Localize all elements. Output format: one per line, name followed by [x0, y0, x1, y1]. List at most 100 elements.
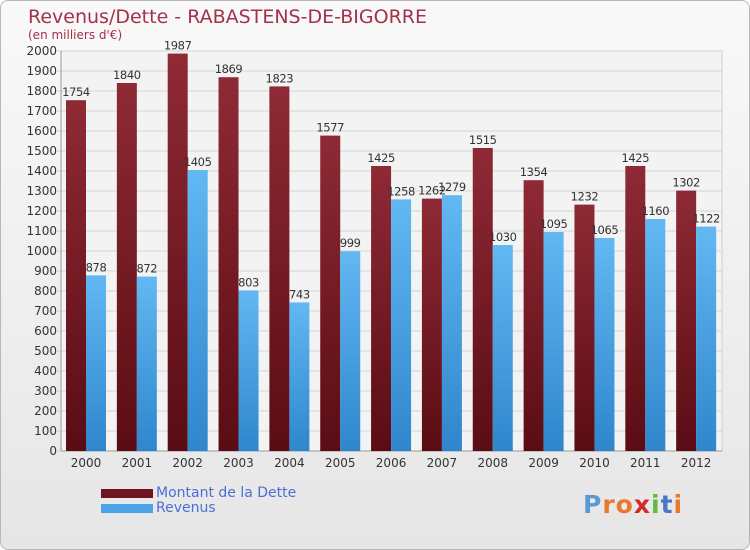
data-label-revenus: 1279 — [438, 180, 466, 194]
bar-dette — [218, 77, 239, 451]
bar-dette — [320, 135, 341, 451]
y-tick-label: 900 — [34, 264, 57, 278]
y-tick-label: 0 — [49, 444, 57, 458]
chart-subtitle: (en milliers d'€) — [28, 28, 123, 42]
legend-item-dette: Montant de la Dette — [101, 486, 296, 501]
data-label-revenus: 743 — [289, 287, 310, 301]
x-tick-label: 2004 — [274, 456, 305, 470]
logo-letter: o — [615, 490, 634, 519]
proxiti-logo: Proxiti — [583, 490, 683, 519]
data-label-dette: 1232 — [571, 190, 599, 204]
data-label-revenus: 999 — [340, 236, 361, 250]
y-tick-label: 1800 — [26, 84, 57, 98]
data-label-dette: 1840 — [113, 68, 141, 82]
data-label-dette: 1515 — [469, 133, 497, 147]
y-tick-label: 1200 — [26, 204, 57, 218]
bar-dette — [676, 190, 697, 451]
data-label-dette: 1987 — [164, 39, 192, 53]
logo-letter: i — [673, 490, 684, 519]
data-label-dette: 1577 — [316, 121, 344, 135]
bar-dette — [421, 198, 442, 451]
bar-dette — [371, 166, 392, 451]
y-tick-label: 2000 — [26, 44, 57, 58]
bar-dette — [116, 83, 137, 451]
bar-dette — [574, 204, 595, 451]
data-label-revenus: 1258 — [387, 184, 415, 198]
x-tick-label: 2001 — [122, 456, 153, 470]
data-label-revenus: 803 — [238, 275, 259, 289]
bar-revenus — [391, 199, 412, 451]
y-tick-label: 1700 — [26, 104, 57, 118]
y-tick-label: 200 — [34, 404, 57, 418]
x-tick-label: 2008 — [477, 456, 508, 470]
data-label-revenus: 1095 — [540, 217, 568, 231]
x-tick-label: 2009 — [528, 456, 559, 470]
y-tick-label: 1000 — [26, 244, 57, 258]
legend-label-revenus: Revenus — [156, 500, 216, 516]
data-label-revenus: 1160 — [641, 204, 669, 218]
data-label-revenus: 1065 — [591, 223, 619, 237]
logo-letter: x — [633, 490, 651, 519]
bar-revenus — [492, 245, 513, 451]
data-label-revenus: 872 — [136, 262, 157, 276]
y-tick-label: 600 — [34, 324, 57, 338]
x-tick-label: 2007 — [427, 456, 458, 470]
data-label-dette: 1425 — [367, 151, 395, 165]
y-tick-label: 400 — [34, 364, 57, 378]
bar-dette — [472, 148, 493, 451]
logo-letter: t — [660, 490, 674, 519]
legend-swatch-revenus — [101, 504, 153, 513]
data-label-revenus: 1405 — [184, 155, 212, 169]
logo-letter: i — [651, 490, 661, 519]
y-tick-label: 1500 — [26, 144, 57, 158]
y-tick-label: 100 — [34, 424, 57, 438]
bar-revenus — [645, 219, 666, 451]
y-tick-label: 700 — [34, 304, 57, 318]
data-label-revenus: 1122 — [692, 212, 720, 226]
legend-item-revenus: Revenus — [101, 501, 296, 516]
x-tick-label: 2000 — [71, 456, 102, 470]
logo-letter: P — [583, 490, 603, 519]
x-tick-label: 2003 — [223, 456, 254, 470]
bar-dette — [66, 100, 86, 451]
x-tick-label: 2010 — [579, 456, 610, 470]
bar-revenus — [696, 226, 717, 451]
x-tick-label: 2005 — [325, 456, 356, 470]
bar-revenus — [289, 302, 310, 451]
bar-dette — [269, 86, 290, 452]
y-tick-label: 800 — [34, 284, 57, 298]
chart-title: Revenus/Dette - RABASTENS-DE-BIGORRE — [28, 6, 427, 28]
y-tick-label: 500 — [34, 344, 57, 358]
y-tick-label: 1900 — [26, 64, 57, 78]
legend-label-dette: Montant de la Dette — [156, 485, 297, 501]
legend: Montant de la Dette Revenus — [101, 486, 296, 516]
bar-dette — [167, 53, 188, 451]
x-tick-label: 2012 — [681, 456, 712, 470]
y-tick-label: 1600 — [26, 124, 57, 138]
bar-revenus — [594, 238, 615, 451]
data-label-dette: 1869 — [215, 62, 243, 76]
data-label-revenus: 878 — [86, 260, 107, 274]
legend-swatch-dette — [101, 489, 153, 498]
bar-revenus — [238, 290, 259, 451]
bar-revenus — [543, 232, 564, 451]
y-tick-label: 1400 — [26, 164, 57, 178]
y-tick-label: 300 — [34, 384, 57, 398]
data-label-dette: 1302 — [672, 176, 700, 190]
bar-revenus — [441, 195, 462, 451]
bar-dette — [523, 180, 544, 451]
bar-dette — [625, 166, 646, 451]
data-label-dette: 1354 — [520, 165, 548, 179]
bar-revenus — [86, 275, 106, 451]
x-tick-label: 2011 — [630, 456, 661, 470]
y-tick-label: 1100 — [26, 224, 57, 238]
bar-revenus — [187, 170, 208, 451]
x-tick-label: 2002 — [172, 456, 203, 470]
y-tick-label: 1300 — [26, 184, 57, 198]
logo-letter: r — [602, 490, 616, 519]
data-label-revenus: 1030 — [489, 230, 517, 244]
data-label-dette: 1823 — [266, 71, 294, 85]
bar-revenus — [136, 276, 157, 451]
